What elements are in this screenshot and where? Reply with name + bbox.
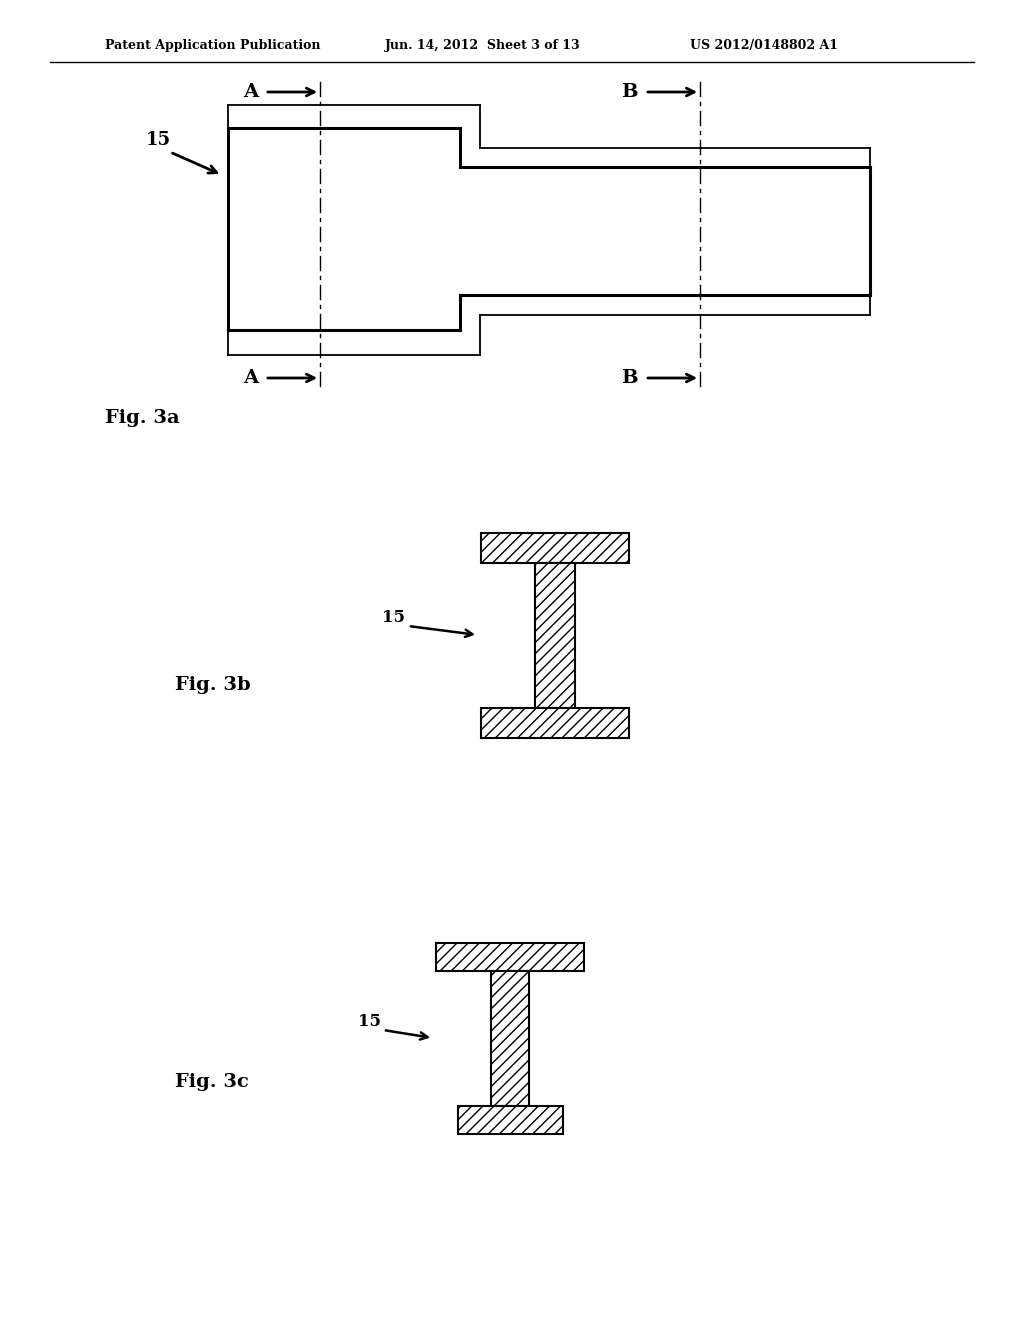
Text: 15: 15 <box>382 610 406 627</box>
Bar <box>535 562 575 708</box>
Text: Fig. 3a: Fig. 3a <box>105 409 180 426</box>
Bar <box>481 532 629 562</box>
Bar <box>490 970 529 1106</box>
Text: Fig. 3b: Fig. 3b <box>175 676 251 694</box>
Bar <box>458 1106 562 1134</box>
Bar <box>481 708 629 738</box>
Text: Fig. 3c: Fig. 3c <box>175 1073 249 1092</box>
Text: B: B <box>622 83 638 102</box>
Text: B: B <box>622 370 638 387</box>
Text: Jun. 14, 2012  Sheet 3 of 13: Jun. 14, 2012 Sheet 3 of 13 <box>385 38 581 51</box>
Bar <box>436 942 584 970</box>
Text: A: A <box>243 370 258 387</box>
Text: 15: 15 <box>145 131 171 149</box>
Text: Patent Application Publication: Patent Application Publication <box>105 38 321 51</box>
Text: US 2012/0148802 A1: US 2012/0148802 A1 <box>690 38 838 51</box>
Text: 15: 15 <box>358 1014 381 1031</box>
Text: A: A <box>243 83 258 102</box>
